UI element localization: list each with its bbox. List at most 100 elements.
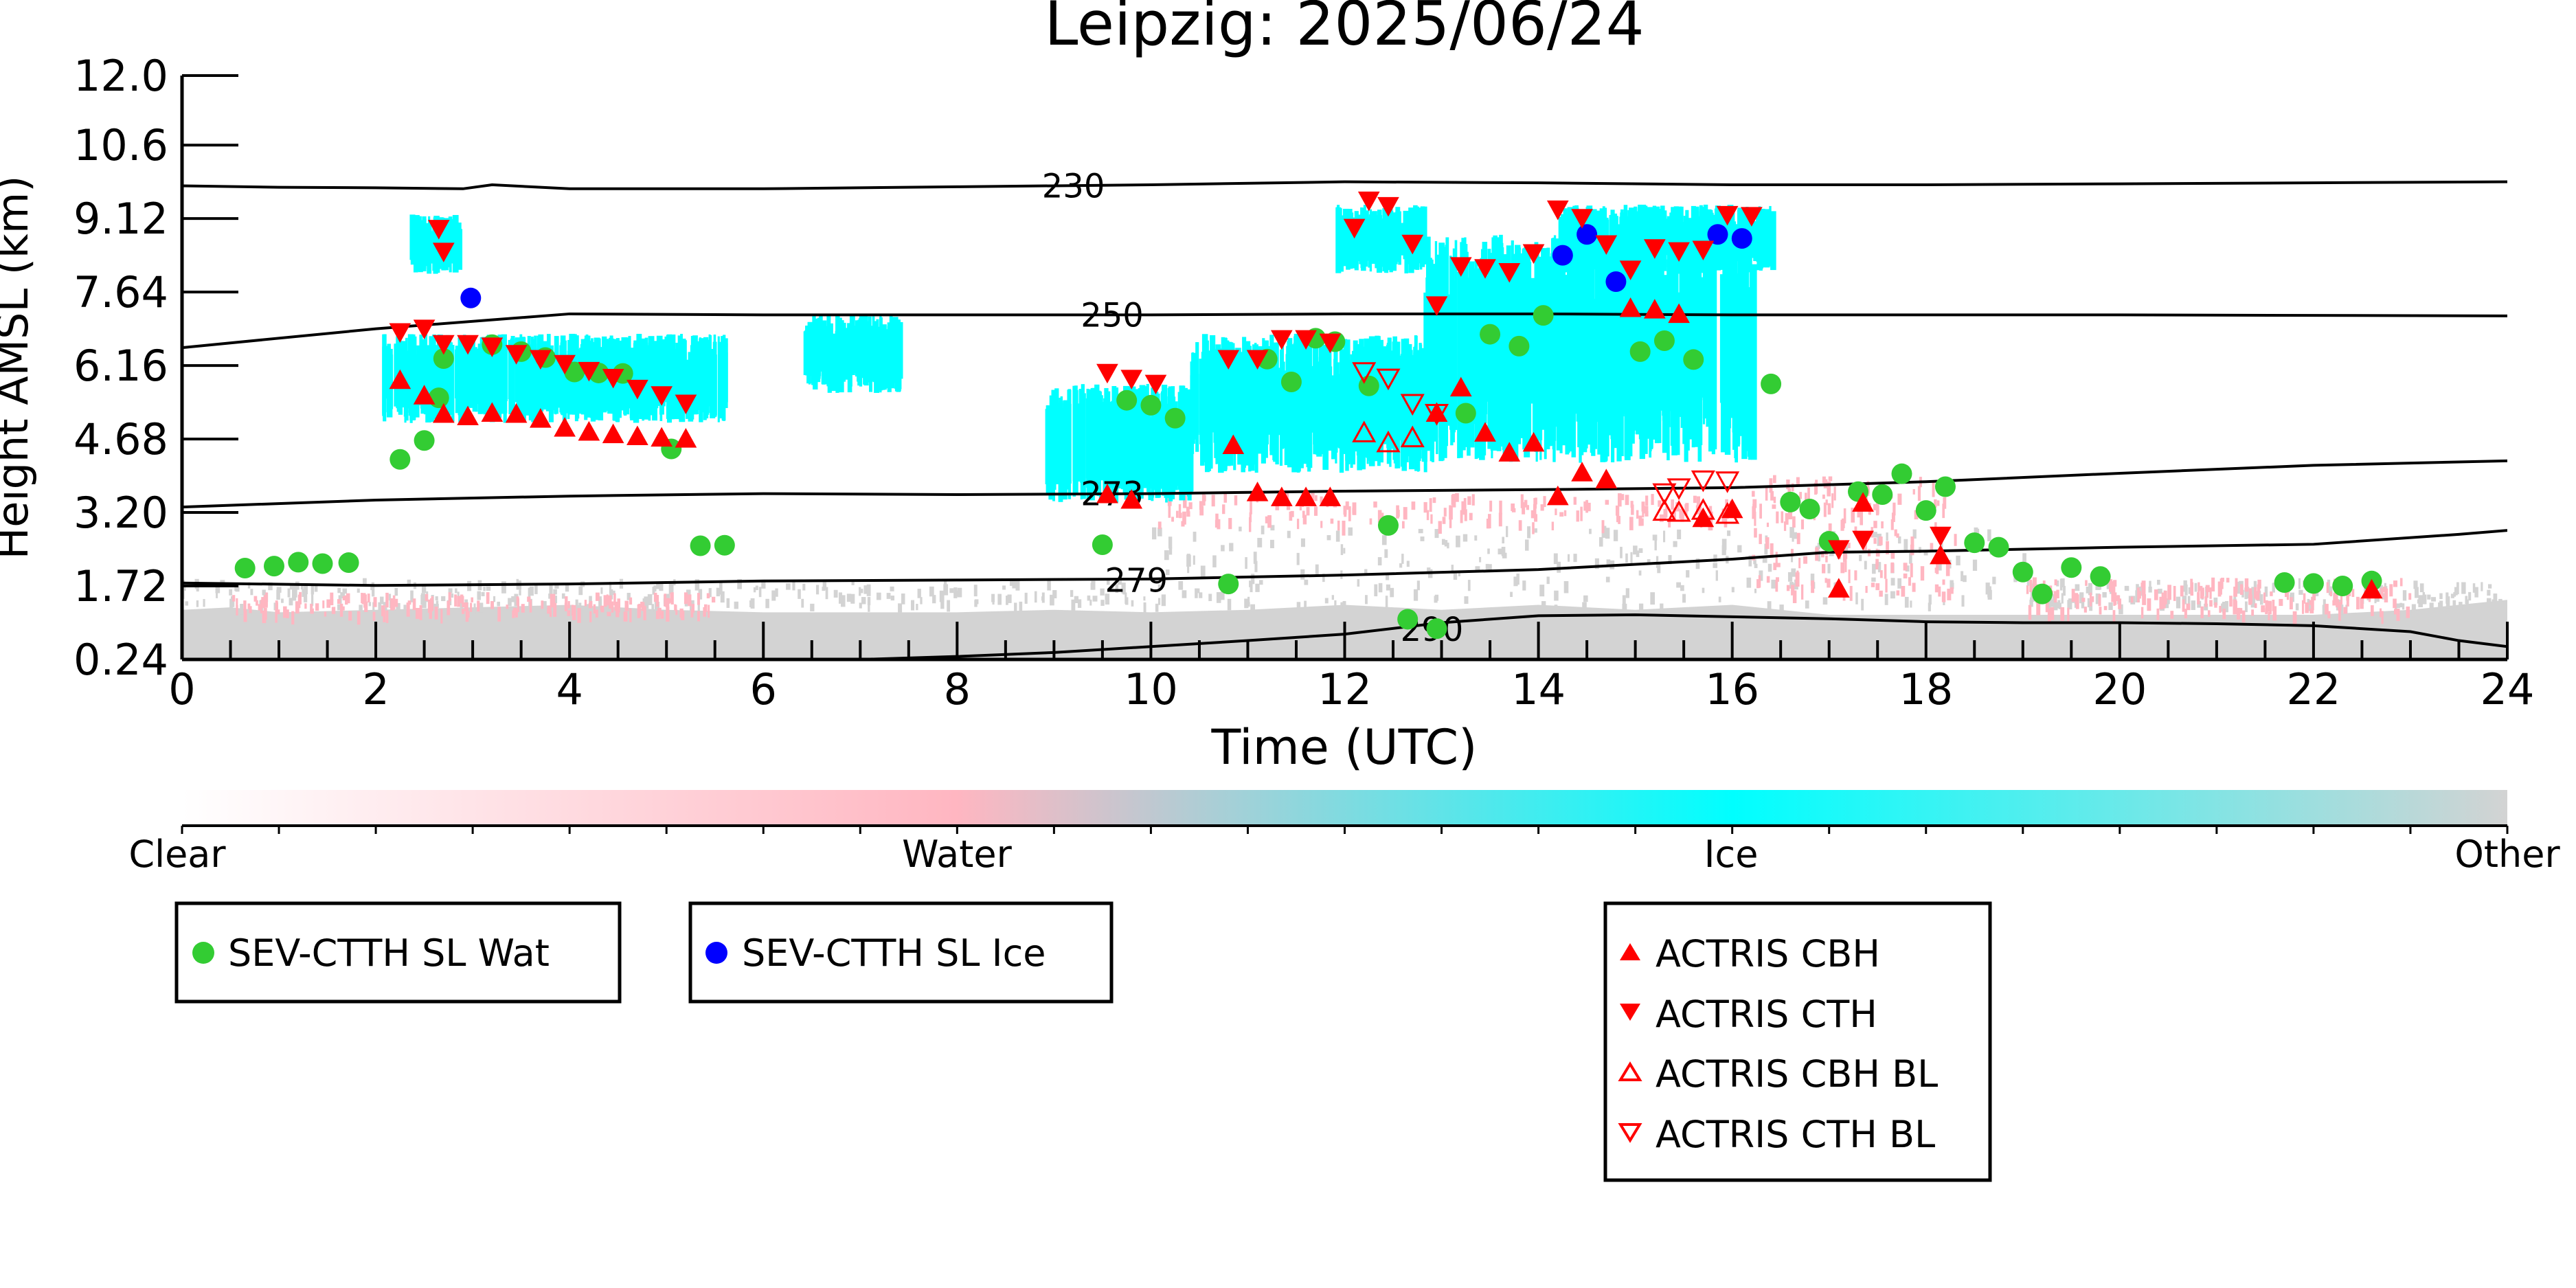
water-speckle — [1936, 500, 1940, 506]
other-speckle — [2481, 582, 2483, 591]
water-speckle — [1186, 511, 1190, 517]
other-speckle — [2402, 590, 2407, 601]
other-speckle — [1434, 596, 1438, 603]
other-speckle — [554, 584, 559, 589]
ice-column — [1401, 360, 1407, 471]
water-speckle — [2209, 600, 2213, 607]
other-speckle — [1474, 535, 1478, 541]
water-speckle — [471, 597, 473, 602]
ice-column — [659, 356, 666, 402]
ice-column — [849, 315, 855, 376]
other-speckle — [1904, 596, 1909, 608]
water-speckle — [2184, 609, 2187, 619]
water-speckle — [2056, 589, 2059, 599]
other-speckle — [473, 603, 476, 615]
water-speckle — [1430, 514, 1433, 524]
other-speckle — [1721, 539, 1727, 550]
marker-actris-cbh — [1827, 578, 1850, 598]
water-speckle — [1844, 560, 1847, 572]
ice-column — [1584, 221, 1587, 271]
ice-column — [447, 357, 450, 408]
ice-column — [422, 223, 429, 267]
other-speckle — [2429, 602, 2434, 611]
other-speckle — [2308, 602, 2313, 611]
water-speckle — [1828, 476, 1833, 482]
ice-column — [1311, 365, 1316, 433]
ice-column — [811, 330, 814, 385]
ice-column — [1471, 285, 1476, 425]
other-speckle — [578, 586, 583, 596]
other-speckle — [1229, 543, 1234, 552]
water-speckle — [1469, 512, 1473, 521]
other-speckle — [196, 600, 199, 607]
marker-actris-cth — [1120, 370, 1143, 389]
other-speckle — [642, 598, 646, 607]
water-speckle — [425, 594, 429, 601]
water-speckle — [1823, 502, 1827, 517]
other-speckle — [2298, 578, 2301, 589]
water-speckle — [2396, 609, 2400, 621]
water-speckle — [2261, 605, 2265, 613]
other-speckle — [1047, 580, 1051, 591]
water-speckle — [1532, 522, 1535, 534]
water-speckle — [2207, 610, 2211, 618]
water-speckle — [1342, 520, 1346, 536]
y-tick-label: 0.24 — [74, 635, 168, 685]
ice-column — [1654, 242, 1661, 403]
water-speckle — [1696, 496, 1701, 512]
marker-sev-ctth-sl-wat — [2303, 573, 2324, 594]
water-speckle — [297, 594, 301, 609]
x-tick-label: 0 — [168, 664, 195, 714]
other-speckle — [1340, 602, 1343, 614]
ice-column — [1412, 357, 1416, 438]
ice-column — [1382, 362, 1386, 436]
water-speckle — [2159, 596, 2164, 610]
other-speckle — [2264, 586, 2268, 597]
water-speckle — [2211, 577, 2215, 592]
water-speckle — [1827, 503, 1831, 515]
water-speckle — [1675, 502, 1680, 512]
marker-actris-cbh-bl — [1400, 425, 1425, 448]
water-speckle — [1580, 506, 1583, 521]
water-speckle — [2028, 605, 2032, 620]
marker-sev-ctth-sl-wat — [428, 387, 449, 409]
marker-actris-cth — [675, 394, 697, 415]
ice-column — [473, 340, 475, 403]
other-speckle — [749, 600, 753, 607]
water-speckle — [1766, 522, 1770, 528]
ice-column — [1395, 211, 1401, 255]
legend-frame — [174, 901, 622, 1004]
water-speckle — [2257, 579, 2261, 589]
water-speckle — [1910, 544, 1914, 556]
water-speckle — [1903, 573, 1908, 579]
water-speckle — [1426, 510, 1430, 521]
ice-column — [511, 348, 515, 399]
other-speckle — [1458, 572, 1460, 576]
other-speckle — [2191, 600, 2196, 611]
water-speckle — [2054, 579, 2057, 586]
other-speckle — [1910, 600, 1912, 608]
water-speckle — [1171, 517, 1174, 522]
other-speckle — [1034, 591, 1037, 603]
water-speckle — [2229, 596, 2233, 607]
other-speckle — [1963, 575, 1967, 583]
ice-column — [822, 334, 826, 385]
ice-column — [1560, 300, 1563, 428]
other-speckle — [420, 594, 424, 605]
ice-column — [1360, 370, 1365, 440]
water-speckle — [1520, 494, 1524, 508]
other-speckle — [1754, 563, 1758, 569]
marker-sev-ctth-sl-wat — [2090, 566, 2111, 587]
other-speckle — [2396, 603, 2400, 609]
water-speckle — [310, 604, 313, 609]
water-speckle — [2089, 592, 2092, 607]
water-speckle — [697, 611, 700, 622]
other-speckle — [1554, 605, 1558, 613]
other-speckle — [1718, 596, 1721, 602]
water-speckle — [1330, 518, 1334, 524]
marker-actris-cbh — [1692, 507, 1715, 528]
water-speckle — [1863, 543, 1867, 552]
ice-column — [1066, 404, 1072, 484]
other-speckle — [1771, 579, 1776, 589]
